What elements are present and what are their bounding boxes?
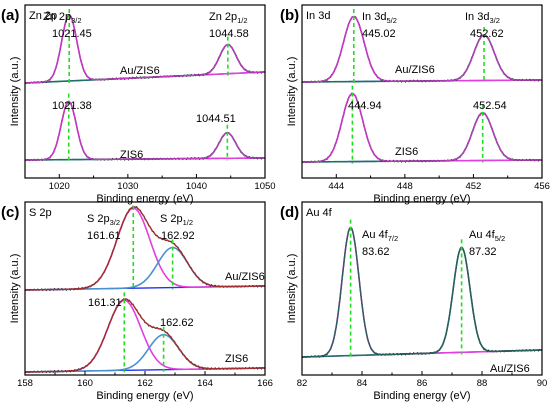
x-tick-label: 90 bbox=[537, 378, 548, 389]
peak-value-label: 162.92 bbox=[161, 230, 195, 242]
component-peak bbox=[25, 131, 265, 161]
panel-label: (a) bbox=[1, 7, 19, 24]
plot-area bbox=[25, 205, 265, 374]
panel-d: Au/ZIS6 Au 4f7/2 83.62 Au 4f5/2 87.32 Au 4f 82… bbox=[280, 201, 548, 402]
peak-value-label: 1021.38 bbox=[52, 100, 92, 112]
x-axis-label: Binding energy (eV) bbox=[96, 193, 193, 205]
peak-label: Zn 2p3/2 bbox=[43, 11, 82, 25]
peak-label: Au 4f5/2 bbox=[469, 229, 505, 243]
element-label: Au 4f bbox=[306, 207, 333, 219]
x-tick-label: 86 bbox=[417, 378, 428, 389]
plot-area bbox=[25, 13, 265, 162]
x-tick-label: 1020 bbox=[49, 181, 70, 192]
x-tick-label: 444 bbox=[328, 181, 344, 192]
peak-value-label: 1044.51 bbox=[196, 113, 236, 125]
fit-envelope-line bbox=[25, 206, 265, 291]
x-tick-label: 164 bbox=[197, 378, 213, 389]
fit-envelope-line bbox=[302, 92, 542, 163]
peak-value-label: 1044.58 bbox=[209, 28, 249, 40]
x-axis-label: Binding energy (eV) bbox=[373, 193, 470, 205]
peak-value-label: 444.94 bbox=[348, 100, 382, 112]
fit-envelope-line bbox=[25, 101, 265, 161]
fit-envelope-line bbox=[25, 14, 265, 84]
x-tick-label: 158 bbox=[17, 378, 33, 389]
peak-value-label: 452.54 bbox=[473, 100, 507, 112]
panel-label: (b) bbox=[280, 7, 299, 24]
peak-label: S 2p1/2 bbox=[160, 213, 193, 227]
plot-frame bbox=[301, 201, 543, 376]
x-tick-label: 160 bbox=[77, 378, 93, 389]
x-tick-label: 452 bbox=[465, 181, 481, 192]
peak-label: In 3d3/2 bbox=[465, 11, 500, 25]
peak-label: S 2p3/2 bbox=[87, 213, 120, 227]
plot-frame bbox=[301, 4, 543, 179]
peak-value-label: 445.02 bbox=[362, 28, 396, 40]
peak-value-label: 83.62 bbox=[362, 246, 390, 258]
fit-envelope-line bbox=[302, 15, 542, 83]
peak-value-label: 452.62 bbox=[470, 28, 504, 40]
x-tick-label: 162 bbox=[137, 378, 153, 389]
plot-frame bbox=[24, 4, 266, 179]
x-axis-label: Binding energy (eV) bbox=[96, 390, 193, 402]
sample-label: ZIS6 bbox=[225, 353, 248, 365]
sample-label: Au/ZIS6 bbox=[120, 65, 160, 77]
panel-label: (c) bbox=[1, 204, 19, 221]
y-axis-label: Intensity (a.u.) bbox=[9, 57, 21, 127]
element-label: S 2p bbox=[29, 207, 52, 219]
sample-label: Au/ZIS6 bbox=[225, 271, 265, 283]
fit-envelope-line bbox=[25, 298, 265, 373]
x-tick-label: 88 bbox=[477, 378, 488, 389]
x-tick-label: 166 bbox=[257, 378, 273, 389]
x-tick-label: 448 bbox=[397, 181, 413, 192]
peak-value-label: 87.32 bbox=[469, 246, 497, 258]
raw-data-line bbox=[302, 227, 542, 359]
y-axis-label: Intensity (a.u.) bbox=[286, 57, 298, 127]
panel-label: (d) bbox=[280, 204, 299, 221]
y-axis-label: Intensity (a.u.) bbox=[9, 254, 21, 324]
element-label: Zn 2p bbox=[29, 10, 57, 22]
peak-label: Au 4f7/2 bbox=[362, 229, 398, 243]
sample-label: Au/ZIS6 bbox=[395, 64, 435, 76]
fit-envelope-line bbox=[302, 226, 542, 358]
component-peak bbox=[302, 226, 542, 358]
x-axis-label: Binding energy (eV) bbox=[373, 390, 470, 402]
x-tick-label: 1030 bbox=[117, 181, 138, 192]
peak-value-label: 1021.45 bbox=[52, 28, 92, 40]
panel-a: Au/ZIS6 ZIS6 Zn 2p3/2 1021.45 Zn 2p1/2 1044.5… bbox=[1, 4, 276, 205]
x-tick-label: 456 bbox=[534, 181, 550, 192]
sample-label: ZIS6 bbox=[395, 146, 418, 158]
sample-label: ZIS6 bbox=[120, 149, 143, 161]
plot-area bbox=[302, 226, 542, 359]
y-axis-label: Intensity (a.u.) bbox=[286, 254, 298, 324]
peak-value-label: 161.31 bbox=[88, 297, 122, 309]
panel-b: Au/ZIS6 ZIS6 In 3d5/2 445.02 In 3d3/2 452.62 4… bbox=[280, 4, 550, 205]
x-tick-label: 1040 bbox=[186, 181, 207, 192]
x-tick-label: 84 bbox=[357, 378, 368, 389]
panel-c: Au/ZIS6 ZIS6 S 2p3/2 161.61 S 2p1/2 162.92 161… bbox=[1, 201, 273, 402]
component-peak bbox=[302, 246, 542, 358]
element-label: In 3d bbox=[306, 10, 330, 22]
peak-label: Zn 2p1/2 bbox=[209, 11, 248, 25]
plot-area bbox=[302, 15, 542, 164]
component-peak bbox=[25, 246, 265, 291]
peak-label: In 3d5/2 bbox=[362, 11, 397, 25]
sample-label: Au/ZIS6 bbox=[490, 363, 530, 375]
x-tick-label: 1050 bbox=[254, 181, 275, 192]
peak-value-label: 162.62 bbox=[160, 317, 194, 329]
peak-value-label: 161.61 bbox=[87, 230, 121, 242]
x-tick-label: 82 bbox=[297, 378, 308, 389]
